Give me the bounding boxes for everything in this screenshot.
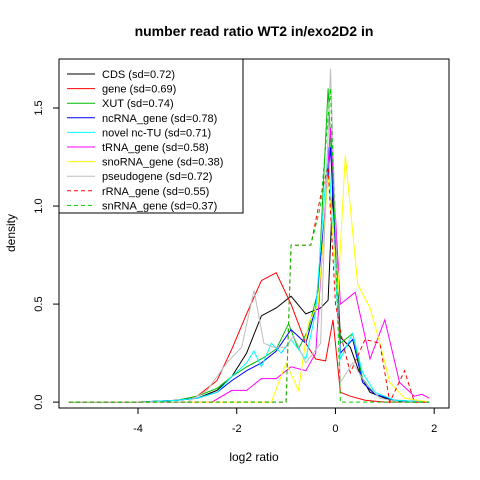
legend-label: tRNA_gene (sd=0.58)	[102, 142, 209, 154]
legend-label: XUT (sd=0.74)	[102, 98, 174, 110]
y-tick-label: 0.5	[33, 296, 45, 311]
series-line-snrna-gene	[68, 88, 430, 403]
series-line-novel	[68, 147, 430, 403]
x-axis-label: log2 ratio	[229, 450, 279, 464]
legend-label: pseudogene (sd=0.72)	[102, 171, 212, 183]
y-tick-label: 1.0	[33, 198, 45, 213]
series-line-pseudogene	[68, 68, 430, 403]
y-tick-label: 0.0	[33, 394, 45, 409]
legend-label: CDS (sd=0.72)	[102, 69, 175, 81]
legend-label: rRNA_gene (sd=0.55)	[102, 186, 209, 198]
series-layer	[68, 68, 430, 404]
legend-box	[58, 58, 244, 214]
series-line-gene	[68, 272, 430, 403]
legend-label: snRNA_gene (sd=0.37)	[102, 200, 217, 212]
x-tick-label: -4	[133, 423, 143, 435]
legend: CDS (sd=0.72) gene (sd=0.69) XUT (sd=0.74)…	[58, 58, 244, 214]
x-tick-label: 2	[431, 423, 437, 435]
legend-label: snoRNA_gene (sd=0.38)	[102, 157, 223, 169]
legend-label: novel nc-TU (sd=0.71)	[102, 127, 211, 139]
legend-label: ncRNA_gene (sd=0.78)	[102, 113, 217, 125]
plot-area-frame	[58, 58, 450, 409]
x-tick-label: -2	[232, 423, 242, 435]
y-axis: 0.0 0.5 1.0 1.5	[33, 100, 59, 410]
x-tick-label: 0	[332, 423, 338, 435]
y-tick-label: 1.5	[33, 100, 45, 115]
x-axis: -4 -2 0 2	[133, 408, 437, 435]
chart-title: number read ratio WT2 in/exo2D2 in	[135, 23, 374, 39]
y-axis-label: density	[4, 214, 18, 252]
legend-label: gene (sd=0.69)	[102, 84, 176, 96]
